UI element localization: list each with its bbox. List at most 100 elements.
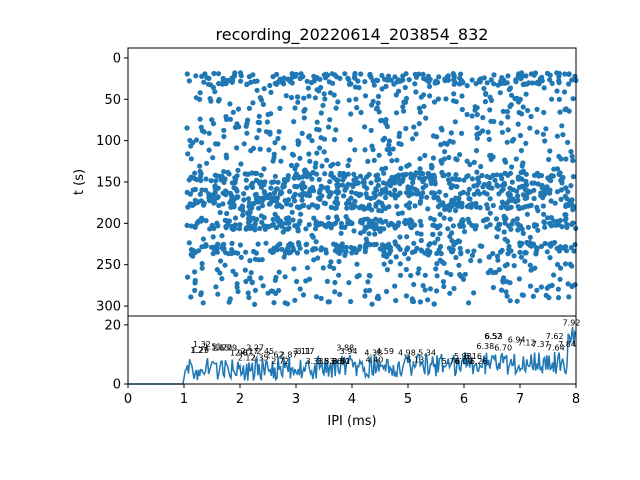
raster-point — [222, 217, 228, 223]
top-y-ticks: 0 50 100 150 200 250 300 — [96, 51, 128, 315]
raster-point — [349, 250, 355, 256]
raster-point — [422, 152, 428, 159]
raster-point — [519, 183, 525, 189]
raster-point — [312, 164, 318, 170]
raster-point — [559, 123, 565, 129]
raster-point — [457, 245, 463, 251]
raster-point — [321, 149, 327, 155]
raster-point — [387, 244, 393, 251]
raster-point — [219, 173, 225, 180]
raster-point — [434, 225, 440, 231]
peak-label: 7.62 — [546, 332, 564, 341]
raster-point — [514, 216, 520, 222]
raster-point — [439, 160, 445, 166]
peak-label: 1.27 — [190, 346, 208, 355]
raster-point — [192, 269, 198, 275]
raster-point — [313, 160, 319, 166]
raster-point — [449, 203, 455, 209]
raster-point — [290, 217, 296, 223]
raster-point — [346, 97, 352, 103]
raster-point — [362, 245, 368, 251]
raster-point — [351, 228, 357, 234]
raster-point — [481, 190, 487, 196]
raster-point — [196, 248, 202, 254]
raster-point — [288, 162, 294, 168]
raster-point — [392, 74, 398, 80]
raster-point — [383, 83, 389, 89]
raster-point — [270, 216, 276, 222]
peak-label: 5.76 — [442, 357, 460, 366]
raster-point — [499, 199, 505, 205]
raster-point — [197, 168, 203, 175]
raster-point — [494, 253, 501, 259]
raster-point — [519, 111, 525, 117]
raster-point — [412, 81, 418, 87]
raster-point — [328, 163, 334, 169]
raster-point — [561, 89, 568, 95]
raster-point — [417, 109, 423, 115]
raster-point — [210, 234, 216, 240]
raster-point — [230, 201, 236, 207]
raster-point — [469, 252, 476, 258]
raster-point — [425, 170, 431, 177]
raster-point — [344, 205, 350, 211]
raster-point — [327, 90, 333, 96]
raster-point — [381, 261, 387, 267]
raster-point — [523, 250, 529, 256]
raster-point — [332, 279, 338, 286]
raster-point — [437, 211, 443, 217]
raster-point — [525, 224, 532, 230]
raster-point — [261, 166, 267, 172]
raster-point — [259, 198, 265, 204]
raster-point — [321, 200, 327, 206]
raster-point — [232, 215, 239, 221]
raster-point — [465, 173, 471, 179]
raster-point — [511, 253, 517, 259]
raster-point — [264, 194, 270, 201]
x-tick-label: 6 — [460, 392, 468, 407]
raster-point — [478, 163, 484, 170]
raster-point — [534, 106, 540, 112]
raster-point — [394, 203, 400, 209]
raster-point — [252, 223, 258, 229]
y-tick-label: 50 — [104, 93, 121, 108]
raster-point — [373, 187, 380, 193]
raster-point — [200, 236, 206, 242]
raster-point — [441, 215, 447, 221]
raster-point — [294, 204, 300, 210]
raster-point — [249, 170, 255, 176]
raster-point — [297, 245, 303, 251]
raster-point — [224, 155, 230, 161]
raster-point — [438, 125, 444, 131]
raster-point — [292, 183, 298, 189]
raster-point — [529, 267, 535, 273]
raster-point — [184, 71, 190, 77]
raster-point — [483, 216, 489, 223]
raster-point — [443, 96, 449, 102]
raster-point — [461, 177, 467, 183]
raster-point — [256, 127, 262, 133]
raster-point — [327, 117, 333, 123]
peak-label: 3.94 — [340, 347, 358, 356]
raster-point — [539, 185, 545, 191]
raster-point — [332, 289, 338, 295]
raster-point — [246, 105, 252, 111]
raster-point — [304, 265, 311, 271]
raster-point — [474, 112, 480, 118]
raster-point — [557, 109, 563, 115]
raster-point — [555, 218, 561, 224]
raster-point — [373, 77, 379, 83]
raster-point — [235, 288, 241, 295]
raster-point — [523, 178, 529, 184]
raster-point — [554, 261, 561, 268]
raster-point — [415, 270, 421, 276]
raster-point — [401, 108, 407, 114]
raster-point — [281, 81, 287, 87]
raster-point — [229, 194, 235, 200]
raster-point — [546, 156, 552, 163]
peak-label: 3.53 — [317, 357, 335, 366]
raster-point — [422, 287, 428, 293]
raster-point — [383, 120, 389, 126]
raster-point — [551, 272, 557, 278]
raster-point — [289, 151, 296, 157]
